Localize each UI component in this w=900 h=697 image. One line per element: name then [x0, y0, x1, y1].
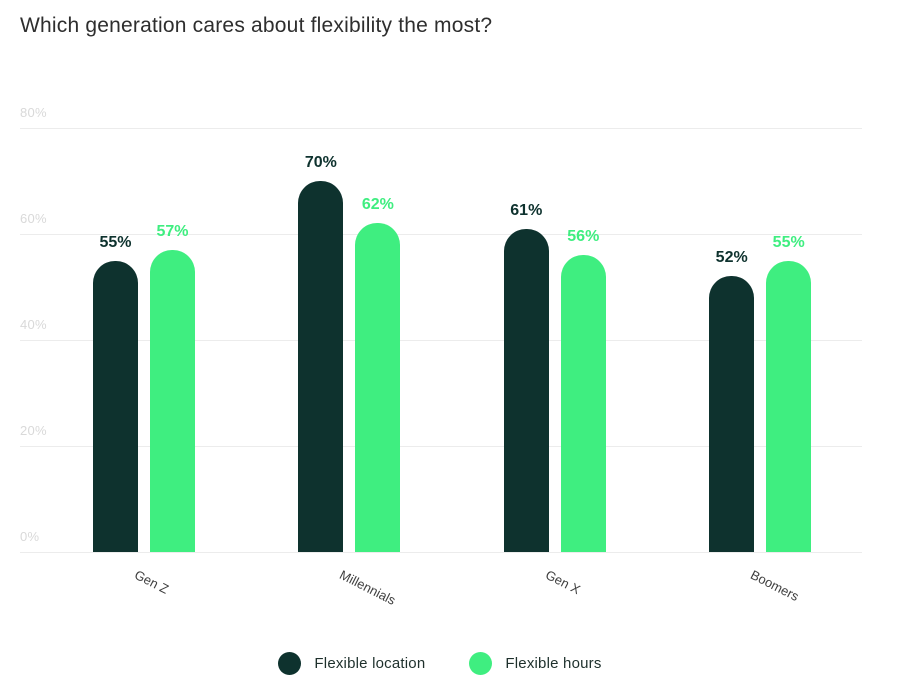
legend-circle-icon-flexible-location — [278, 652, 302, 675]
gridline — [20, 340, 862, 341]
bar-flexible-location-gen-x — [503, 228, 549, 552]
x-axis-category-label-millennials: Millennials — [337, 567, 399, 608]
bar-value-label-flexible-hours-gen-z: 57% — [156, 222, 189, 240]
gridline — [20, 552, 862, 553]
x-axis-category-label-boomers: Boomers — [748, 567, 802, 604]
bar-flexible-hours-gen-x — [560, 255, 606, 552]
bar-value-label-flexible-hours-boomers: 55% — [772, 233, 805, 251]
y-axis-tick-label: 20% — [20, 423, 47, 438]
gridline — [20, 446, 862, 447]
bar-flexible-location-gen-z — [93, 260, 138, 552]
y-axis-tick-label: 60% — [20, 211, 47, 226]
legend-label: Flexible location — [314, 655, 426, 672]
bar-flexible-location-millennials — [298, 181, 344, 552]
legend-label: Flexible hours — [505, 655, 602, 672]
bar-value-label-flexible-location-gen-x: 61% — [510, 201, 543, 219]
legend-circle-icon-flexible-hours — [469, 652, 493, 675]
chart-title: Which generation cares about flexibility… — [20, 14, 493, 37]
bar-flexible-hours-boomers — [766, 260, 812, 552]
bar-value-label-flexible-location-millennials: 70% — [304, 154, 337, 171]
legend-item-flexible-location: Flexible location — [278, 652, 425, 675]
bar-value-label-flexible-location-gen-z: 55% — [99, 233, 132, 251]
gridline — [20, 128, 862, 129]
bar-value-label-flexible-hours-gen-x: 56% — [567, 228, 600, 246]
y-axis-tick-label: 80% — [20, 105, 47, 120]
x-axis-category-label-gen-x: Gen X — [542, 567, 583, 598]
bar-flexible-hours-gen-z — [150, 249, 195, 552]
legend: Flexible location Flexible hours — [0, 652, 880, 675]
gridline — [20, 234, 862, 235]
bar-value-label-flexible-location-boomers: 52% — [715, 249, 748, 267]
x-axis-category-label-gen-z: Gen Z — [132, 567, 172, 597]
legend-item-flexible-hours: Flexible hours — [469, 652, 601, 675]
bar-flexible-hours-millennials — [355, 223, 401, 552]
bar-flexible-location-boomers — [709, 276, 755, 552]
bar-value-label-flexible-hours-millennials: 62% — [361, 196, 394, 214]
y-axis-tick-label: 0% — [20, 529, 40, 544]
y-axis-tick-label: 40% — [20, 317, 47, 332]
